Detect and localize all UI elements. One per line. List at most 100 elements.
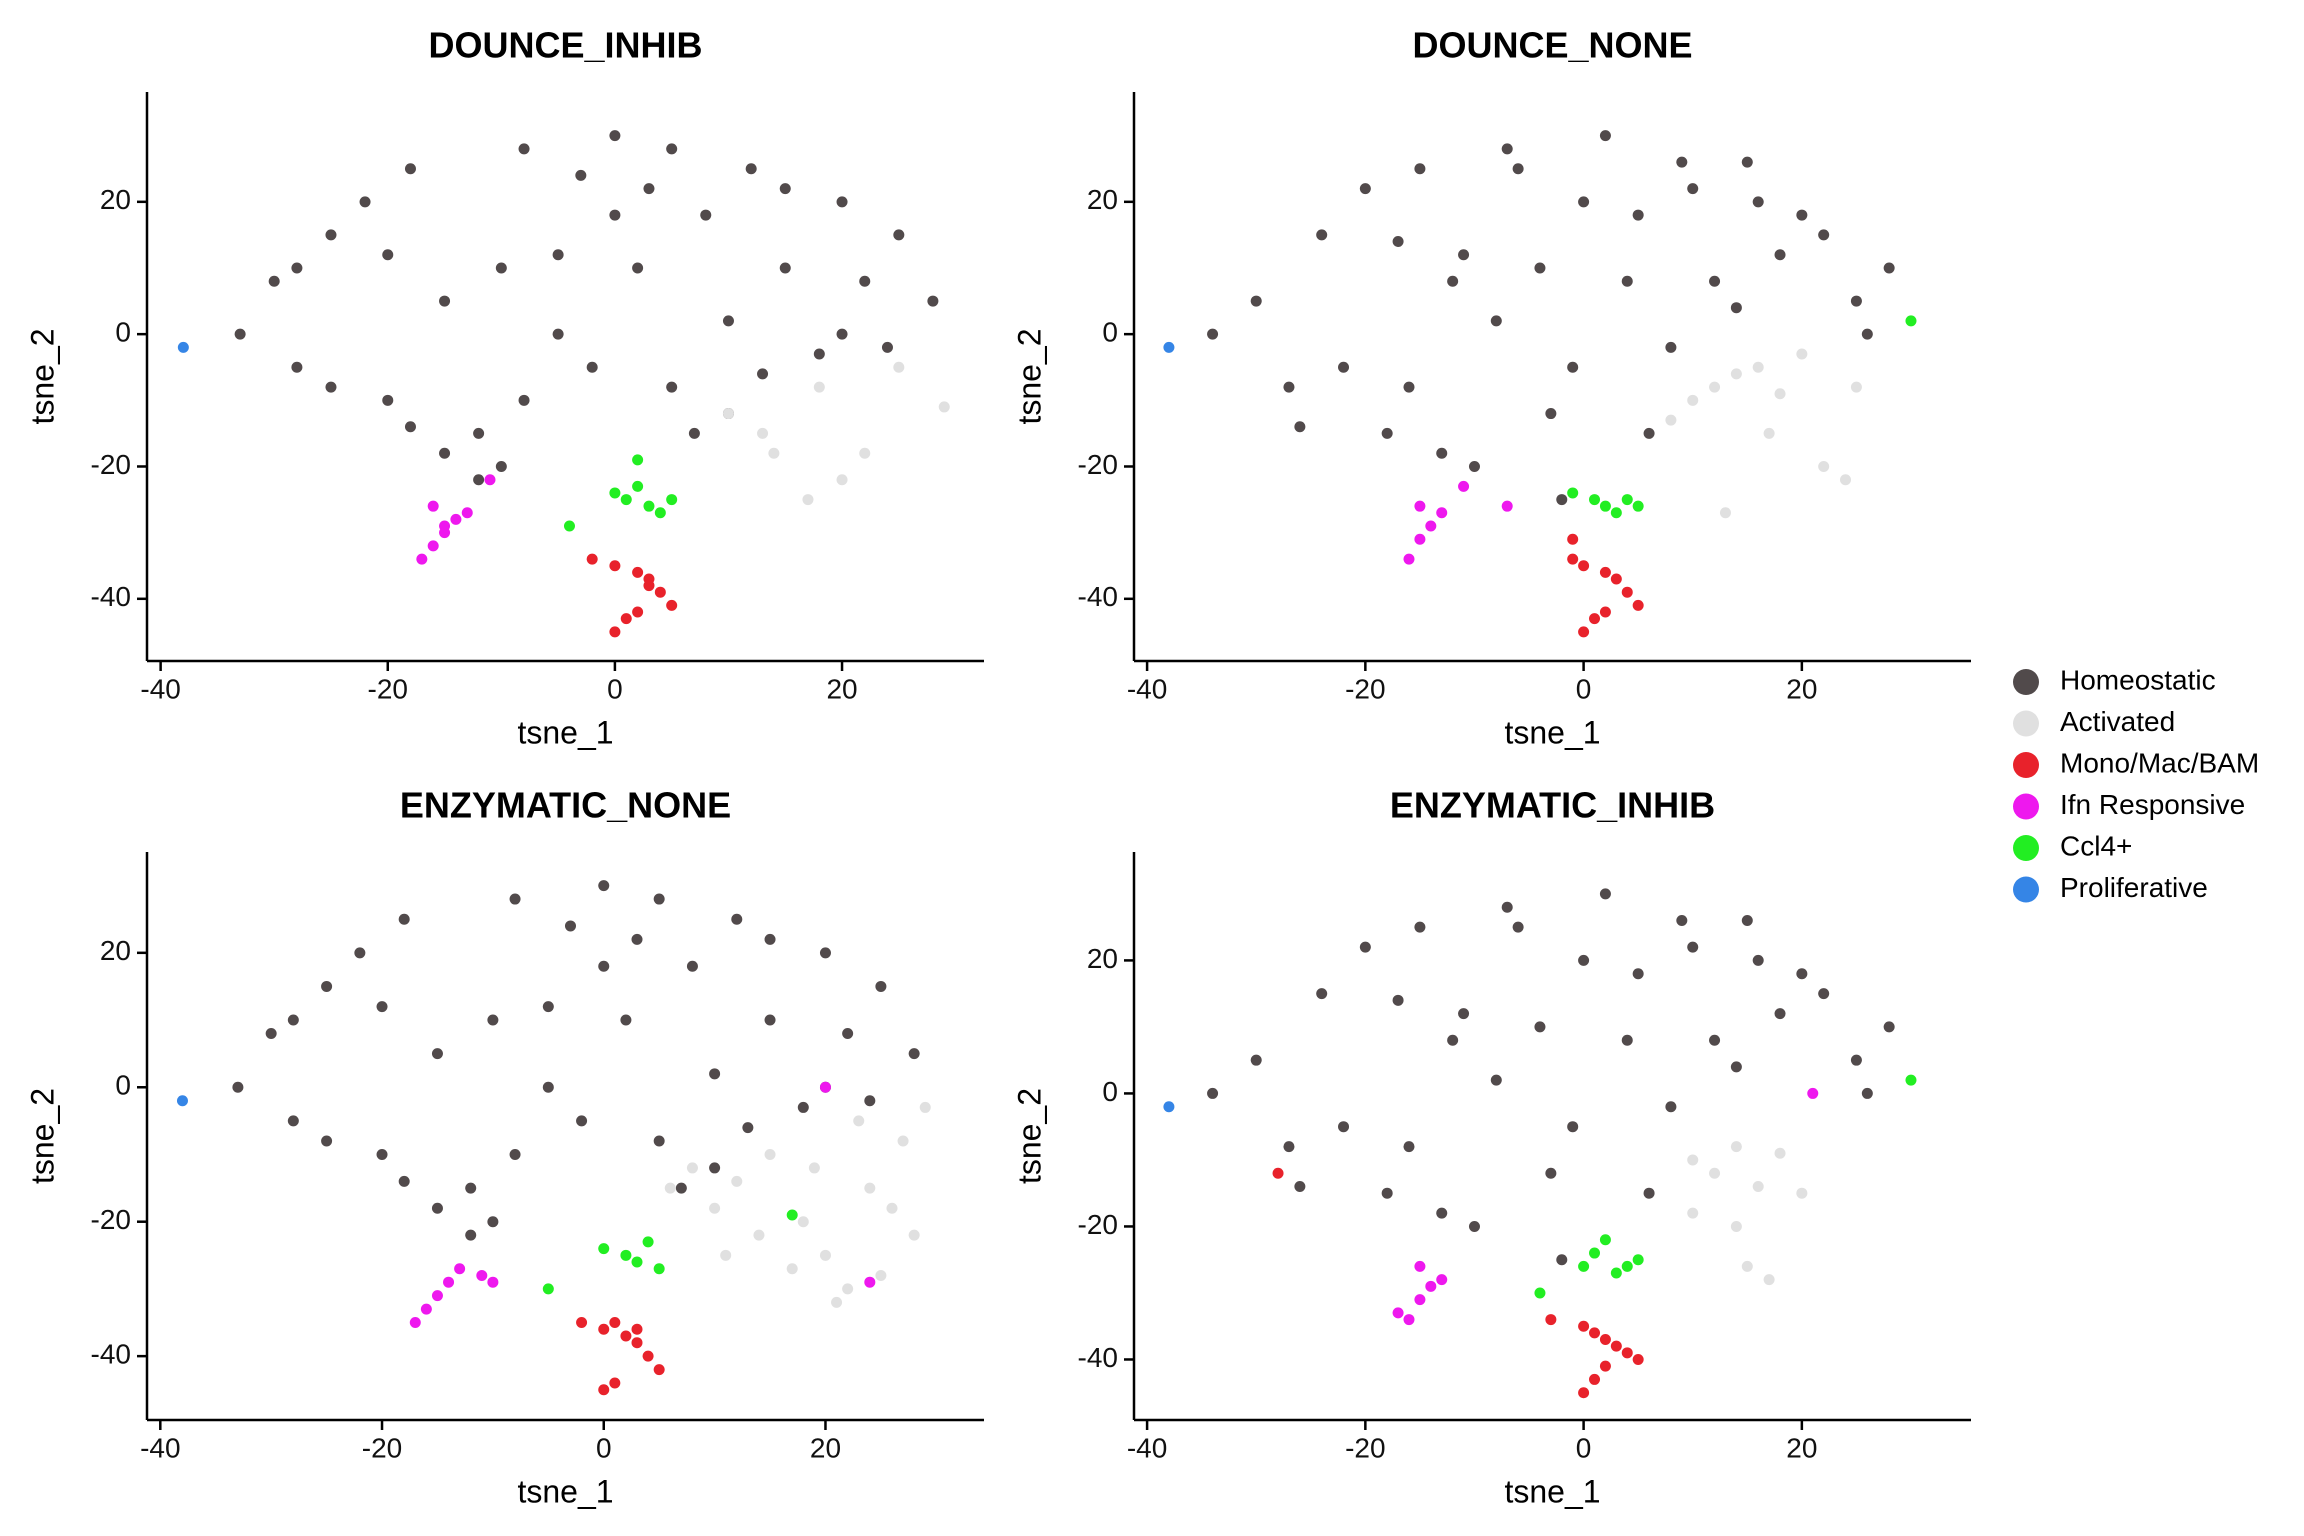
point [1687,1207,1699,1219]
point [1905,315,1917,327]
point [465,1182,477,1194]
point [1752,1181,1764,1193]
point [443,1276,455,1288]
point [886,1202,898,1214]
point [1643,427,1655,439]
point [1632,968,1644,980]
point [1687,1154,1699,1166]
point [376,1001,388,1013]
point [518,394,530,406]
point [439,295,451,307]
point [376,1148,388,1160]
point [1807,1087,1819,1099]
point [1545,1167,1557,1179]
x-tick-label: 20 [1786,1432,1817,1463]
point [893,229,905,241]
point [1545,408,1557,420]
point [1632,209,1644,221]
point [720,1249,732,1261]
y-tick-label: -20 [91,449,131,480]
point [653,1135,665,1147]
point [836,328,848,340]
point [731,913,743,925]
point [598,1243,610,1255]
point [1589,613,1601,625]
point [1709,1167,1721,1179]
point [265,1027,277,1039]
point [1741,915,1753,927]
point [1763,427,1775,439]
x-tick-label: -20 [1345,1432,1385,1463]
point [1818,988,1830,1000]
point [1774,1147,1786,1159]
point [1621,1260,1633,1272]
point [542,1001,554,1013]
point [1610,573,1622,585]
x-tick-label: -20 [368,673,408,704]
point [1730,1141,1742,1153]
point [1730,1220,1742,1232]
legend-label: Activated [2060,706,2175,737]
point [620,1014,632,1026]
point [586,361,598,373]
point [1556,1254,1568,1266]
y-tick-label: 0 [1102,317,1118,348]
x-tick-label: 20 [826,673,857,704]
point [1861,328,1873,340]
point [1359,183,1371,195]
point [1818,460,1830,472]
point [552,328,564,340]
point [234,328,246,340]
point [745,163,757,175]
x-axis-label: tsne_1 [1504,1473,1600,1509]
point [686,960,698,972]
point [653,1364,665,1376]
point [643,183,655,195]
point [1763,1274,1775,1286]
panel: DOUNCE_INHIB -40 -20 0 20 -40 -20 0 20 tsne_1 tsne… [24,25,984,750]
point [1545,1314,1557,1326]
point [1447,275,1459,287]
legend-label: Homeostatic [2060,664,2216,695]
point [875,1269,887,1281]
legend-label: Mono/Mac/BAM [2060,747,2259,778]
point [1730,368,1742,380]
point [666,381,678,393]
point [420,1303,432,1315]
point [439,520,451,532]
point [1599,500,1611,512]
point [1403,553,1415,565]
point [1567,487,1579,499]
point [1589,1373,1601,1385]
point [853,1115,865,1127]
point [642,1350,654,1362]
point [859,447,871,459]
point [382,394,394,406]
point [1687,183,1699,195]
point [1599,888,1611,900]
point [1414,500,1426,512]
point [404,163,416,175]
point [1730,1061,1742,1073]
point [831,1296,843,1308]
panel: DOUNCE_NONE -40 -20 0 20 -40 -20 0 20 tsne_1 tsne_… [1011,25,1971,750]
point [1741,156,1753,168]
point [1436,447,1448,459]
point [643,580,655,592]
point [881,341,893,353]
point [631,1323,643,1335]
point [1436,1207,1448,1219]
point [819,947,831,959]
point [893,361,905,373]
point [1490,1074,1502,1086]
point [1567,361,1579,373]
y-tick-label: -40 [91,1339,131,1370]
point [176,1095,188,1107]
point [1512,163,1524,175]
point [1534,1287,1546,1299]
point [836,474,848,486]
y-tick-label: 20 [100,184,131,215]
legend-label: Ifn Responsive [2060,789,2245,820]
point [1381,427,1393,439]
point [598,1323,610,1335]
